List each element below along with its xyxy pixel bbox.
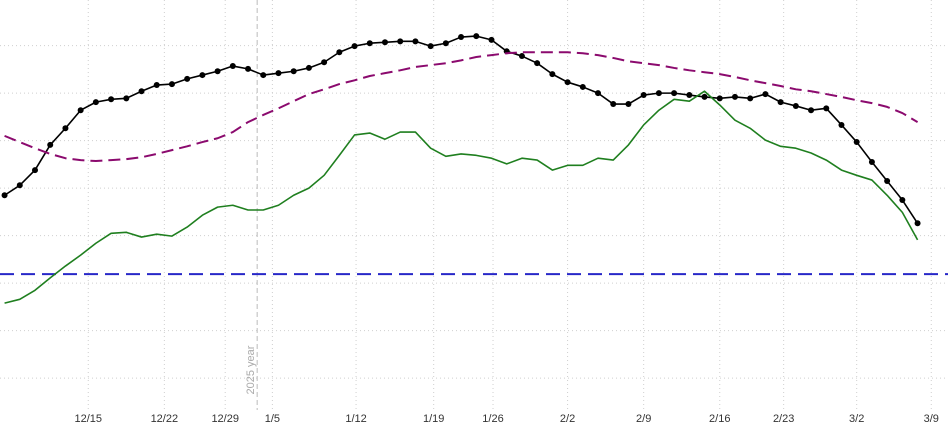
x-tick-label: 3/2: [849, 413, 864, 425]
data-point: [412, 38, 419, 45]
data-point: [671, 90, 678, 97]
data-point: [762, 91, 769, 98]
x-tick-label: 12/15: [74, 413, 102, 425]
data-point: [16, 182, 23, 189]
data-point: [184, 75, 191, 82]
data-point: [808, 107, 815, 114]
data-point: [610, 101, 617, 108]
data-point: [701, 93, 708, 100]
data-point: [747, 95, 754, 102]
data-point: [290, 68, 297, 75]
annotation-label: 2025 year: [245, 345, 257, 394]
data-point: [823, 105, 830, 112]
data-point: [123, 95, 130, 102]
data-point: [777, 99, 784, 106]
data-point: [77, 107, 84, 114]
x-tick-label: 2/23: [773, 413, 794, 425]
x-tick-label: 1/12: [345, 413, 366, 425]
data-point: [153, 82, 160, 89]
data-point: [199, 72, 206, 79]
data-point: [442, 40, 449, 47]
series-line: [4, 90, 919, 304]
data-point: [899, 197, 906, 204]
x-tick-label: 2/2: [560, 413, 575, 425]
data-point: [625, 101, 632, 108]
data-point: [792, 102, 799, 109]
series-line: [4, 51, 919, 163]
series-line: [4, 35, 919, 224]
data-point: [473, 33, 480, 40]
data-point: [564, 79, 571, 86]
data-point: [366, 40, 373, 47]
data-point: [321, 59, 328, 66]
x-tick-label: 2/9: [636, 413, 651, 425]
data-point: [1, 192, 8, 199]
data-point: [884, 178, 891, 185]
data-point: [427, 43, 434, 50]
data-point: [397, 38, 404, 45]
data-point: [595, 90, 602, 97]
data-point: [838, 121, 845, 128]
x-tick-label: 12/29: [211, 413, 239, 425]
data-point: [336, 49, 343, 56]
data-point: [579, 83, 586, 90]
data-point: [62, 125, 69, 132]
data-point: [655, 90, 662, 97]
data-point: [686, 92, 693, 99]
data-point: [229, 63, 236, 70]
data-point: [868, 159, 875, 166]
data-point: [138, 88, 145, 95]
data-point: [640, 92, 647, 99]
data-point: [458, 34, 465, 41]
data-point: [518, 53, 525, 60]
data-point: [381, 39, 388, 46]
data-point: [351, 43, 358, 50]
data-point: [275, 70, 282, 77]
data-point: [731, 93, 738, 100]
data-point: [914, 220, 921, 227]
x-tick-label: 1/19: [423, 413, 444, 425]
x-tick-label: 1/5: [265, 413, 280, 425]
data-point: [108, 96, 115, 103]
data-point: [31, 167, 38, 174]
x-tick-label: 3/9: [924, 413, 939, 425]
data-point: [716, 95, 723, 102]
data-point: [549, 71, 556, 78]
data-point: [47, 141, 54, 148]
data-point: [305, 64, 312, 71]
data-point: [92, 99, 99, 106]
data-point: [245, 65, 252, 72]
data-point: [260, 72, 267, 79]
x-tick-label: 2/16: [709, 413, 730, 425]
data-point: [214, 68, 221, 75]
x-tick-label: 12/22: [151, 413, 179, 425]
data-point: [534, 60, 541, 67]
data-point: [168, 81, 175, 88]
data-point: [853, 139, 860, 146]
x-tick-label: 1/26: [482, 413, 503, 425]
data-point: [488, 36, 495, 43]
